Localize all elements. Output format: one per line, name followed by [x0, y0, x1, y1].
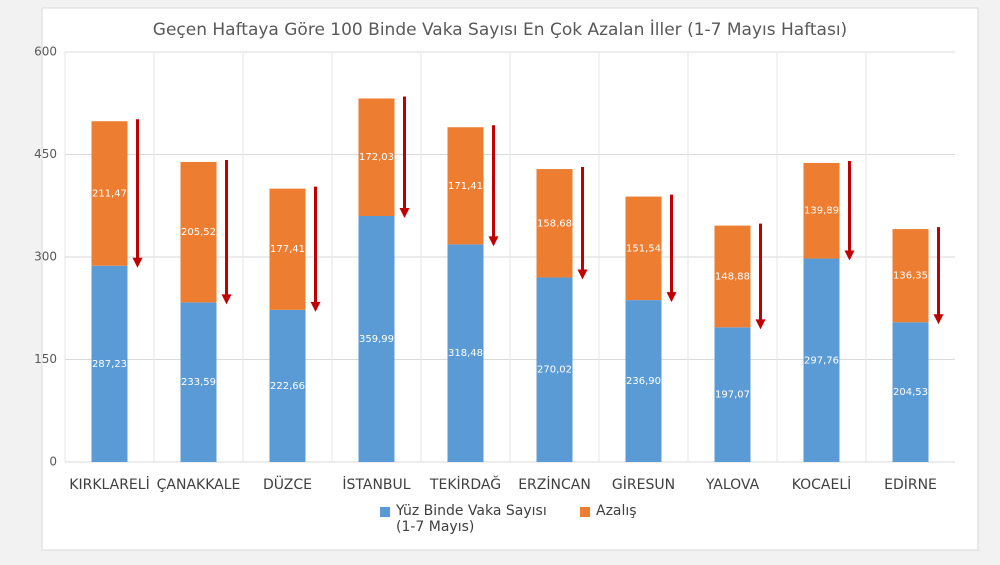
- bar-segment: [180, 302, 217, 462]
- value-label: 151,54: [626, 243, 661, 254]
- decrease-arrow-head: [844, 250, 855, 261]
- x-tick-label: ERZİNCAN: [518, 475, 591, 493]
- bar-segment: [447, 244, 484, 462]
- chart-title: Geçen Haftaya Göre 100 Binde Vaka Sayısı…: [153, 19, 847, 40]
- bar-segment: [447, 127, 484, 245]
- y-tick-label: 300: [34, 250, 57, 264]
- legend-item: Azalış: [580, 503, 637, 535]
- bar-segment: [892, 229, 929, 323]
- bar-segment: [91, 121, 128, 266]
- legend-item: Yüz Binde Vaka Sayısı (1-7 Mayıs): [380, 503, 556, 535]
- x-tick-label: KOCAELİ: [792, 475, 852, 493]
- bar-segment: [91, 265, 128, 462]
- value-label: 211,47: [92, 188, 127, 199]
- value-label: 148,88: [715, 271, 750, 282]
- bar-segment: [269, 309, 306, 462]
- bar-segment: [536, 169, 573, 278]
- value-label: 158,68: [537, 218, 572, 229]
- decrease-arrow-head: [755, 319, 766, 330]
- decrease-arrow-head: [310, 301, 321, 312]
- bar-segment: [892, 322, 929, 462]
- y-tick-label: 450: [34, 147, 57, 161]
- x-tick-label: EDİRNE: [884, 475, 937, 493]
- value-label: 177,41: [270, 244, 305, 255]
- value-label: 270,02: [537, 365, 572, 376]
- value-label: 359,99: [359, 334, 394, 345]
- bar-segment: [714, 225, 751, 328]
- value-label: 204,53: [893, 387, 928, 398]
- bar-segment: [803, 162, 840, 259]
- value-label: 222,66: [270, 381, 305, 392]
- bar-segment: [269, 188, 306, 310]
- bar-segment: [536, 277, 573, 462]
- decrease-arrow-head: [221, 294, 232, 305]
- y-tick-label: 600: [34, 45, 57, 59]
- legend: Yüz Binde Vaka Sayısı (1-7 Mayıs) Azalış: [380, 503, 637, 535]
- legend-swatch: [580, 507, 590, 517]
- decrease-arrow-head: [577, 269, 588, 280]
- value-label: 139,89: [804, 206, 839, 217]
- value-label: 297,76: [804, 355, 839, 366]
- value-label: 205,52: [181, 227, 216, 238]
- bar-segment: [358, 98, 395, 217]
- value-label: 172,03: [359, 152, 394, 163]
- value-label: 197,07: [715, 390, 750, 401]
- bar-segment: [358, 216, 395, 462]
- legend-label: Azalış: [596, 503, 637, 519]
- bar-segment: [625, 196, 662, 301]
- x-tick-label: TEKİRDAĞ: [429, 475, 501, 493]
- decrease-arrow-head: [132, 257, 143, 268]
- y-tick-label: 150: [34, 352, 57, 366]
- value-label: 318,48: [448, 348, 483, 359]
- x-tick-label: KIRKLARELİ: [69, 475, 149, 493]
- bar-segment: [714, 327, 751, 462]
- y-tick-label: 0: [49, 455, 57, 469]
- legend-label: Yüz Binde Vaka Sayısı (1-7 Mayıs): [396, 503, 547, 535]
- bar-segment: [625, 300, 662, 462]
- legend-swatch: [380, 507, 390, 517]
- x-tick-label: DÜZCE: [263, 475, 312, 493]
- value-label: 236,90: [626, 376, 661, 387]
- value-label: 233,59: [181, 377, 216, 388]
- value-label: 287,23: [92, 359, 127, 370]
- decrease-arrow-head: [488, 236, 499, 247]
- decrease-arrow-head: [399, 208, 410, 219]
- x-tick-label: YALOVA: [705, 477, 760, 493]
- decrease-arrow-head: [933, 314, 944, 325]
- x-tick-label: İSTANBUL: [342, 475, 410, 493]
- x-tick-label: GİRESUN: [612, 475, 675, 493]
- value-label: 136,35: [893, 271, 928, 282]
- bar-segment: [803, 258, 840, 462]
- x-tick-label: ÇANAKKALE: [157, 477, 241, 493]
- bar-segment: [180, 161, 217, 303]
- value-label: 171,41: [448, 181, 483, 192]
- decrease-arrow-head: [666, 292, 677, 303]
